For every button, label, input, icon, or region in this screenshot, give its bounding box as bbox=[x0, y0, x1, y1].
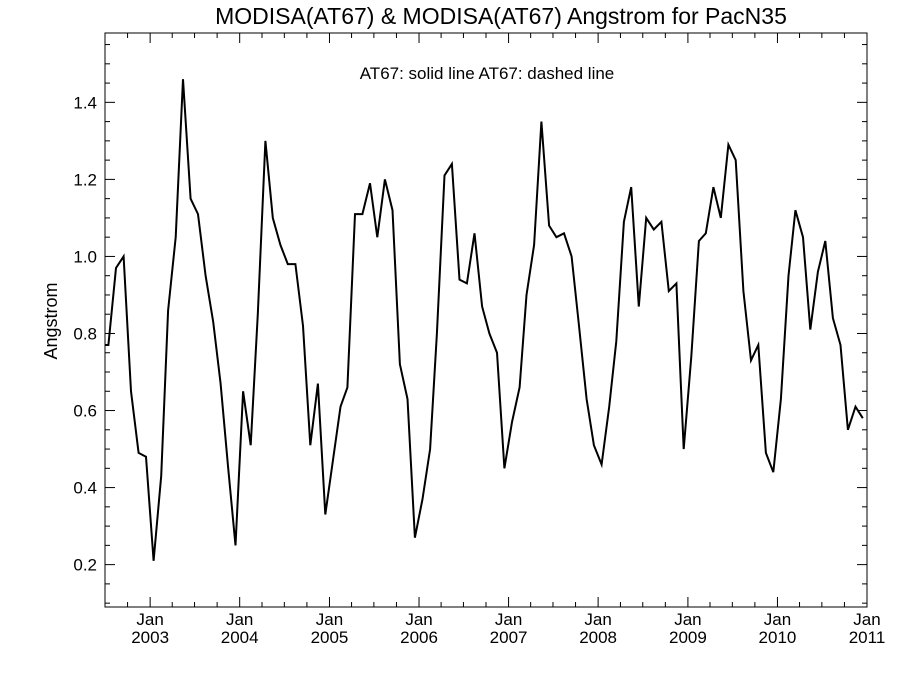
y-tick-label: 0.4 bbox=[73, 479, 97, 498]
x-axis-ticks: Jan2003Jan2004Jan2005Jan2006Jan2007Jan20… bbox=[127, 33, 886, 647]
x-tick-year-label: 2005 bbox=[311, 628, 349, 647]
series-layer bbox=[105, 79, 864, 561]
y-tick-label: 1.4 bbox=[73, 93, 97, 112]
x-tick-month-label: Jan bbox=[136, 610, 163, 629]
x-tick-month-label: Jan bbox=[584, 610, 611, 629]
x-tick-year-label: 2009 bbox=[669, 628, 707, 647]
x-tick-year-label: 2003 bbox=[131, 628, 169, 647]
y-tick-label: 1.0 bbox=[73, 247, 97, 266]
x-tick-year-label: 2006 bbox=[400, 628, 438, 647]
y-tick-label: 1.2 bbox=[73, 170, 97, 189]
y-tick-label: 0.2 bbox=[73, 556, 97, 575]
y-axis-ticks: 0.2 0.4 0.6 0.8 1.0 1.2 1.4 bbox=[73, 44, 867, 604]
x-tick-month-label: Jan bbox=[764, 610, 791, 629]
x-tick-month-label: Jan bbox=[674, 610, 701, 629]
line-style-note: AT67: solid line AT67: dashed line bbox=[360, 64, 615, 83]
x-tick-year-label: 2010 bbox=[759, 628, 797, 647]
y-tick-label: 0.8 bbox=[73, 324, 97, 343]
x-tick-month-label: Jan bbox=[405, 610, 432, 629]
y-tick-label: 0.6 bbox=[73, 402, 97, 421]
x-tick-month-label: Jan bbox=[495, 610, 522, 629]
x-tick-year-label: 2008 bbox=[579, 628, 617, 647]
y-axis-label: Angstrom bbox=[41, 282, 61, 359]
x-tick-month-label: Jan bbox=[853, 610, 880, 629]
series-line-solid bbox=[105, 79, 864, 561]
x-tick-year-label: 2011 bbox=[849, 628, 886, 647]
chart-title: MODISA(AT67) & MODISA(AT67) Angstrom for… bbox=[215, 3, 787, 29]
x-tick-year-label: 2007 bbox=[490, 628, 528, 647]
x-tick-month-label: Jan bbox=[316, 610, 343, 629]
x-tick-year-label: 2004 bbox=[221, 628, 259, 647]
x-tick-month-label: Jan bbox=[226, 610, 253, 629]
